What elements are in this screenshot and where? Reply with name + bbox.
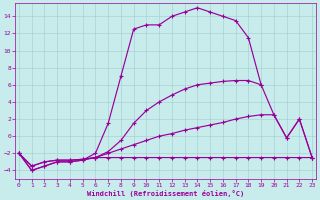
X-axis label: Windchill (Refroidissement éolien,°C): Windchill (Refroidissement éolien,°C) — [87, 190, 244, 197]
